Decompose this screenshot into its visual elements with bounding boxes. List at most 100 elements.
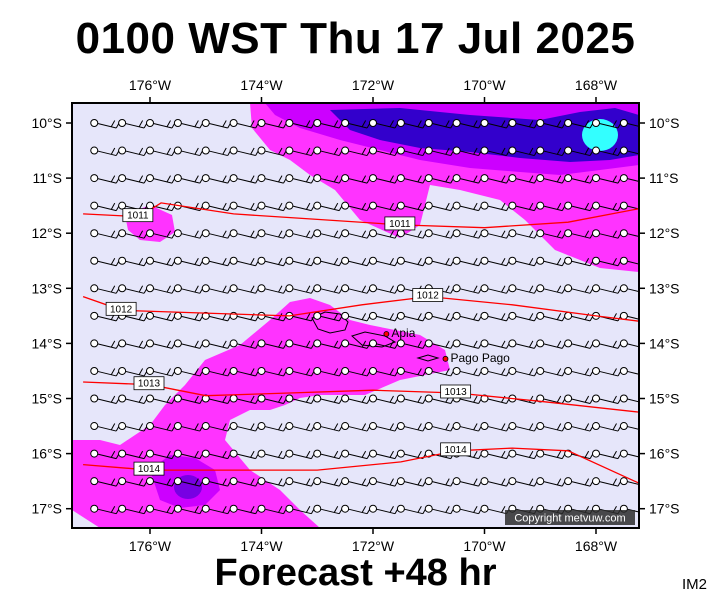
wind-barb bbox=[424, 146, 456, 157]
wind-barb bbox=[452, 422, 484, 432]
wind-barb bbox=[285, 284, 316, 294]
wind-barb bbox=[369, 339, 400, 349]
wind-barb bbox=[229, 284, 261, 294]
svg-text:1013: 1013 bbox=[138, 379, 161, 390]
wind-barb bbox=[285, 504, 316, 515]
wind-barb bbox=[452, 146, 484, 157]
wind-barb bbox=[619, 229, 639, 238]
place-pago-pago: Pago Pago bbox=[442, 351, 510, 365]
wind-barb bbox=[480, 339, 511, 349]
isobar-label: 1014 bbox=[440, 442, 472, 457]
wind-barb bbox=[285, 394, 316, 404]
wind-barb bbox=[229, 394, 261, 404]
wind-barb bbox=[592, 284, 623, 294]
lat-label-right: 17°S bbox=[649, 501, 680, 517]
wind-barb bbox=[146, 449, 177, 460]
wind-barb bbox=[424, 504, 456, 515]
wind-barb bbox=[90, 422, 121, 432]
svg-text:1013: 1013 bbox=[445, 387, 468, 398]
wind-barb bbox=[592, 422, 623, 432]
wind-barb bbox=[396, 339, 428, 349]
wind-barb bbox=[536, 366, 567, 377]
svg-text:1014: 1014 bbox=[445, 445, 468, 456]
lon-label-bottom: 170°W bbox=[463, 538, 506, 554]
wind-barb bbox=[424, 119, 456, 129]
wind-barb bbox=[648, 367, 678, 376]
wind-barb bbox=[146, 311, 177, 322]
isobar-label: 1011 bbox=[384, 216, 416, 231]
place-label: Pago Pago bbox=[450, 351, 510, 365]
wind-barb bbox=[146, 339, 177, 349]
lat-label-left: 11°S bbox=[33, 170, 62, 186]
svg-text:1012: 1012 bbox=[417, 291, 440, 302]
lon-label-top: 176°W bbox=[129, 77, 172, 93]
wind-barb bbox=[90, 146, 121, 157]
wind-barb bbox=[285, 477, 316, 487]
wind-barb bbox=[118, 504, 149, 515]
wind-barb bbox=[564, 174, 595, 184]
wind-barb bbox=[90, 229, 121, 239]
svg-text:1014: 1014 bbox=[138, 464, 161, 475]
wind-barb bbox=[536, 311, 567, 322]
wind-barb bbox=[648, 478, 678, 487]
wind-barb bbox=[592, 119, 623, 129]
place-apia: Apia bbox=[383, 326, 416, 340]
wind-barb bbox=[341, 394, 372, 404]
wind-barb bbox=[536, 119, 567, 129]
wind-barb bbox=[536, 174, 567, 184]
wind-barb bbox=[90, 201, 121, 212]
wind-barb bbox=[201, 229, 233, 239]
wind-barb bbox=[619, 146, 639, 155]
wind-barb bbox=[173, 339, 205, 349]
wind-barb bbox=[257, 477, 288, 487]
lon-label-top: 172°W bbox=[352, 77, 395, 93]
lat-label-left: 12°S bbox=[31, 225, 62, 241]
wind-barb bbox=[508, 256, 539, 267]
wind-barb bbox=[313, 119, 344, 129]
isobar-line bbox=[82, 295, 639, 322]
wind-barb bbox=[619, 311, 639, 320]
wind-barb bbox=[118, 477, 149, 487]
wind-barb bbox=[452, 311, 484, 322]
wind-barb bbox=[90, 366, 121, 377]
wind-barb bbox=[257, 394, 288, 404]
wind-barb bbox=[285, 422, 316, 432]
wind-barb bbox=[313, 284, 344, 294]
wind-barb bbox=[201, 366, 233, 377]
wind-barb bbox=[480, 201, 511, 212]
island-upolu bbox=[351, 331, 397, 348]
wind-barb bbox=[619, 119, 639, 127]
lat-label-left: 10°S bbox=[31, 115, 62, 131]
isobar-label: 1014 bbox=[133, 461, 165, 476]
wind-barb bbox=[592, 366, 623, 377]
wind-barb bbox=[536, 146, 567, 157]
wind-barb bbox=[424, 174, 456, 184]
wind-barb bbox=[564, 449, 595, 460]
wind-barb bbox=[257, 449, 288, 460]
isobar-label: 1013 bbox=[440, 384, 472, 399]
wind-barb bbox=[313, 174, 344, 184]
wind-barb bbox=[341, 311, 372, 322]
wind-barb bbox=[285, 146, 316, 157]
wind-barb bbox=[396, 256, 428, 267]
isobar-label: 1012 bbox=[412, 288, 444, 302]
place-label: Apia bbox=[391, 326, 415, 340]
wind-barb bbox=[619, 366, 639, 375]
corner-label: IM2 bbox=[681, 576, 707, 593]
wind-barb bbox=[648, 202, 678, 211]
copyright-box: Copyright metvuw.com bbox=[505, 510, 635, 525]
wind-barb bbox=[118, 422, 149, 432]
wind-barb bbox=[118, 174, 149, 184]
wind-barb bbox=[396, 201, 428, 212]
wind-barb bbox=[480, 229, 511, 239]
wind-barbs bbox=[90, 119, 678, 515]
wind-barb bbox=[313, 449, 344, 460]
wind-barb bbox=[257, 504, 288, 515]
wind-barb bbox=[313, 422, 344, 432]
wind-barb bbox=[341, 174, 372, 184]
lon-label-top: 174°W bbox=[240, 77, 283, 93]
wind-barb bbox=[480, 311, 511, 322]
wind-barb bbox=[229, 477, 261, 487]
wind-barb bbox=[592, 339, 623, 349]
forecast-hours: Forecast +48 hr bbox=[214, 552, 497, 594]
